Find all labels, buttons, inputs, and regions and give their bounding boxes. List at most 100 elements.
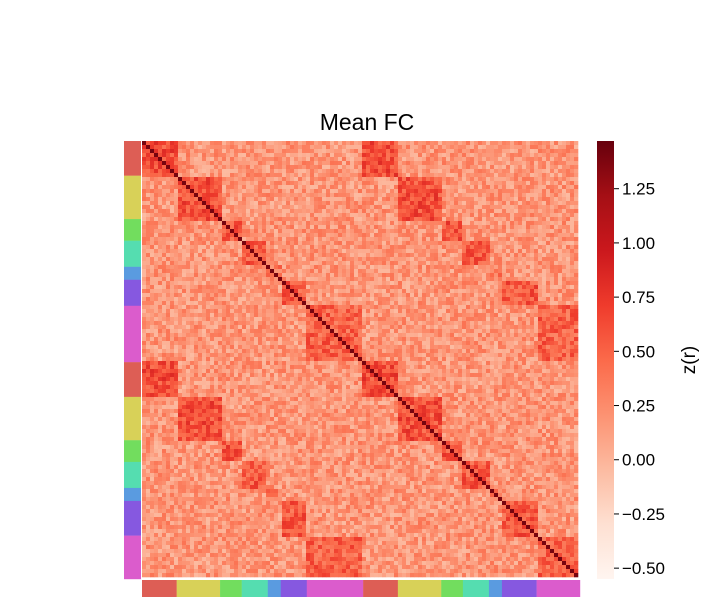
heatmap-cell	[214, 229, 219, 234]
heatmap-cell	[202, 201, 207, 206]
heatmap-cell	[258, 161, 263, 166]
heatmap-cell	[202, 209, 207, 214]
heatmap-cell	[378, 317, 383, 322]
heatmap-cell	[218, 301, 223, 306]
heatmap-cell	[338, 249, 343, 254]
heatmap-cell	[346, 241, 351, 246]
heatmap-cell	[374, 177, 379, 182]
heatmap-cell	[326, 169, 331, 174]
heatmap-cell	[562, 237, 567, 242]
heatmap-cell	[434, 189, 439, 194]
heatmap-cell	[246, 241, 251, 246]
heatmap-cell	[538, 269, 543, 274]
heatmap-cell	[170, 209, 175, 214]
heatmap-cell	[198, 273, 203, 278]
heatmap-cell	[214, 173, 219, 178]
heatmap-cell	[186, 301, 191, 306]
heatmap-cell	[150, 245, 155, 250]
heatmap-cell	[310, 249, 315, 254]
heatmap-cell	[310, 301, 315, 306]
heatmap-cell	[374, 257, 379, 262]
heatmap-cell	[486, 289, 491, 294]
heatmap-cell	[402, 289, 407, 294]
heatmap-cell	[550, 309, 555, 314]
heatmap-cell	[406, 181, 411, 186]
heatmap-cell	[342, 321, 347, 326]
heatmap-cell	[158, 141, 163, 146]
heatmap-cell	[478, 297, 483, 302]
heatmap-cell	[426, 297, 431, 302]
heatmap-cell	[270, 181, 275, 186]
heatmap-cell	[210, 269, 215, 274]
heatmap-cell	[230, 157, 235, 162]
heatmap-cell	[390, 321, 395, 326]
heatmap-cell	[470, 289, 475, 294]
heatmap-cell	[478, 301, 483, 306]
heatmap-cell	[530, 161, 535, 166]
heatmap-cell	[166, 217, 171, 222]
heatmap-cell	[406, 289, 411, 294]
heatmap-cell	[150, 197, 155, 202]
heatmap-cell	[250, 309, 255, 314]
heatmap-cell	[258, 217, 263, 222]
heatmap-cell	[434, 161, 439, 166]
heatmap-cell	[354, 217, 359, 222]
heatmap-cell	[502, 257, 507, 262]
heatmap-cell	[306, 193, 311, 198]
heatmap-cell	[270, 193, 275, 198]
heatmap-cell	[510, 197, 515, 202]
heatmap-cell	[474, 277, 479, 282]
heatmap-cell	[434, 213, 439, 218]
heatmap-cell	[354, 273, 359, 278]
heatmap-cell	[542, 301, 547, 306]
heatmap-cell	[278, 157, 283, 162]
heatmap-cell	[302, 209, 307, 214]
heatmap-cell	[218, 245, 223, 250]
heatmap-cell	[186, 253, 191, 258]
heatmap-cell	[198, 217, 203, 222]
heatmap-cell	[542, 233, 547, 238]
heatmap-cell	[538, 309, 543, 314]
heatmap-cell	[326, 289, 331, 294]
heatmap-cell	[318, 321, 323, 326]
heatmap-cell	[198, 153, 203, 158]
heatmap-cell	[178, 301, 183, 306]
heatmap-cell	[454, 261, 459, 266]
heatmap-cell	[294, 189, 299, 194]
heatmap-cell	[166, 165, 171, 170]
heatmap-cell	[282, 205, 287, 210]
heatmap-cell	[534, 225, 539, 230]
heatmap-cell	[482, 189, 487, 194]
heatmap-cell	[378, 309, 383, 314]
heatmap-cell	[382, 157, 387, 162]
heatmap-cell	[382, 173, 387, 178]
heatmap-cell	[350, 225, 355, 230]
heatmap-cell	[434, 153, 439, 158]
heatmap-cell	[214, 321, 219, 326]
heatmap-cell	[226, 149, 231, 154]
heatmap-cell	[454, 237, 459, 242]
heatmap-cell	[282, 253, 287, 258]
heatmap-cell	[430, 301, 435, 306]
heatmap-cell	[414, 297, 419, 302]
heatmap-cell	[526, 209, 531, 214]
heatmap-cell	[558, 205, 563, 210]
heatmap-cell	[430, 305, 435, 310]
heatmap-cell	[506, 277, 511, 282]
heatmap-cell	[306, 181, 311, 186]
heatmap-cell	[170, 173, 175, 178]
heatmap-cell	[334, 285, 339, 290]
heatmap-cell	[522, 293, 527, 298]
heatmap-cell	[142, 233, 147, 238]
heatmap-cell	[530, 289, 535, 294]
heatmap-cell	[422, 221, 427, 226]
heatmap-cell	[406, 257, 411, 262]
heatmap-cell	[234, 273, 239, 278]
heatmap-cell	[210, 257, 215, 262]
heatmap-cell	[382, 261, 387, 266]
heatmap-cell	[190, 173, 195, 178]
heatmap-cell	[526, 293, 531, 298]
heatmap-cell	[574, 273, 579, 278]
heatmap-cell	[258, 149, 263, 154]
heatmap-cell	[334, 229, 339, 234]
